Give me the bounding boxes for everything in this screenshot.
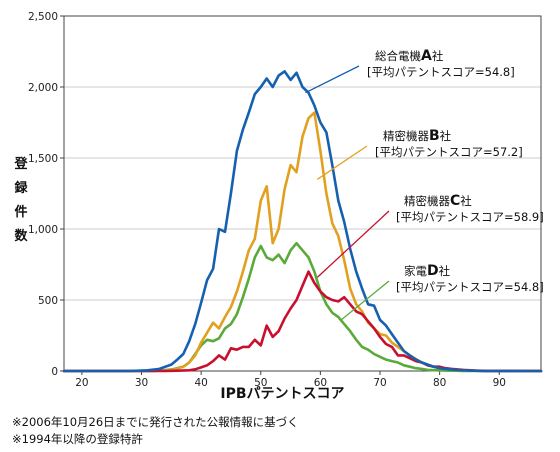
x-tick-label: 30: [135, 377, 148, 389]
x-tick-label: 50: [254, 377, 267, 389]
y-tick-label: 1,000: [28, 224, 58, 236]
annotation-company-type: 精密機器: [383, 129, 429, 143]
annotation-leader: [305, 65, 360, 94]
y-tick-label: 0: [51, 366, 58, 378]
footnote-2: ※1994年以降の登録特許: [12, 432, 143, 446]
annotation-b: 精密機器B社[平均パテントスコア=57.2]: [317, 128, 523, 180]
y-tick-label: 2,000: [28, 82, 58, 94]
y-axis-ticks: 0 500 1,000 1,500 2,000 2,500: [28, 11, 64, 378]
y-axis-label-char: 件: [14, 204, 27, 220]
annotation-company-type: 家電: [404, 264, 427, 278]
annotation-title: 家電D社: [404, 263, 451, 279]
y-tick-label: 1,500: [28, 153, 58, 165]
annotation-c: 精密機器C社[平均パテントスコア=58.9]: [316, 193, 544, 278]
y-tick-label: 2,500: [28, 11, 58, 23]
y-axis-label-char: 数: [14, 228, 28, 244]
series-annotations: 総合電機A社[平均パテントスコア=54.8]精密機器B社[平均パテントスコア=5…: [305, 48, 544, 321]
annotation-average-score: [平均パテントスコア=57.2]: [375, 145, 523, 159]
annotation-company-letter: C: [450, 193, 460, 209]
annotation-company-letter: B: [429, 128, 440, 144]
annotation-company-suffix: 社: [440, 129, 452, 143]
y-axis-label-char: 録: [14, 180, 28, 196]
annotation-company-letter: D: [427, 263, 439, 279]
annotation-leader: [317, 145, 368, 180]
annotation-leader: [316, 210, 390, 278]
series-line-a: [62, 70, 543, 373]
annotation-title: 総合電機A社: [375, 48, 444, 64]
x-tick-label: 60: [314, 377, 327, 389]
annotation-company-type: 精密機器: [404, 194, 450, 208]
footnote-1: ※2006年10月26日までに発行された公報情報に基づく: [12, 415, 299, 429]
annotation-company-type: 総合電機: [375, 49, 421, 63]
plot-area: [63, 15, 542, 372]
x-axis-label: IPBパテントスコア: [220, 386, 344, 402]
y-axis-label-char: 登: [13, 156, 28, 172]
annotation-title: 精密機器C社: [404, 193, 472, 209]
annotation-company-suffix: 社: [460, 194, 472, 208]
annotation-leader: [340, 280, 390, 321]
y-tick-label: 500: [38, 295, 58, 307]
annotation-company-suffix: 社: [439, 264, 451, 278]
x-tick-label: 70: [373, 377, 386, 389]
annotation-company-suffix: 社: [432, 49, 444, 63]
x-tick-label: 20: [75, 377, 88, 389]
annotation-a: 総合電機A社[平均パテントスコア=54.8]: [305, 48, 515, 94]
series-lines: [62, 70, 543, 373]
annotation-average-score: [平均パテントスコア=58.9]: [396, 210, 544, 224]
x-tick-label: 80: [433, 377, 446, 389]
annotation-average-score: [平均パテントスコア=54.8]: [396, 280, 544, 294]
annotation-company-letter: A: [421, 48, 432, 64]
annotation-average-score: [平均パテントスコア=54.8]: [367, 65, 515, 79]
series-line-d: [62, 241, 543, 373]
annotation-d: 家電D社[平均パテントスコア=54.8]: [340, 263, 544, 321]
annotation-title: 精密機器B社: [383, 128, 452, 144]
x-tick-label: 90: [493, 377, 506, 389]
x-tick-label: 40: [194, 377, 207, 389]
